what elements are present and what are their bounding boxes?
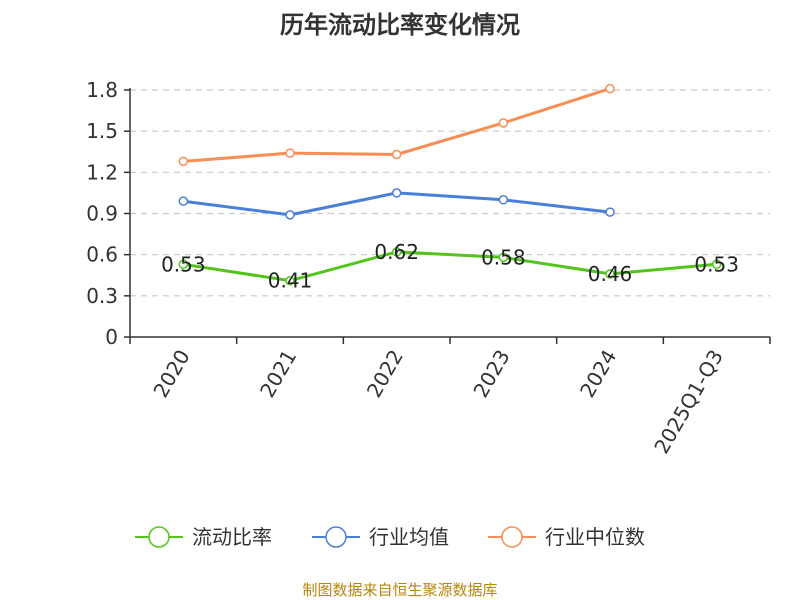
y-tick-label: 0	[105, 325, 118, 349]
x-tick-label: 2023	[468, 346, 514, 402]
data-point	[711, 259, 722, 270]
data-label: 0.46	[588, 262, 633, 286]
x-tick-label: 2022	[362, 346, 408, 402]
x-tick-label: 2021	[255, 346, 301, 402]
x-tick-label: 2024	[575, 346, 621, 402]
y-tick-label: 0.6	[86, 243, 118, 267]
y-tick-label: 0.9	[86, 202, 118, 226]
data-point	[605, 83, 615, 94]
legend-label: 流动比率	[192, 525, 272, 549]
data-label: 0.53	[161, 252, 206, 276]
legend-label: 行业均值	[369, 525, 449, 549]
data-point	[605, 269, 615, 279]
data-point	[285, 148, 295, 158]
data-point	[391, 247, 402, 257]
data-label: 0.58	[481, 245, 526, 269]
legend-marker	[148, 526, 170, 548]
data-labels: 0.53 0.41 0.62 0.58 0.46 0.53	[161, 240, 739, 293]
grid-lines	[130, 89, 770, 297]
legend: 流动比率 行业均值 行业中位数	[135, 525, 645, 549]
legend-marker	[325, 526, 347, 548]
legend-label: 行业中位数	[545, 525, 645, 549]
chart-title: 历年流动比率变化情况	[280, 11, 520, 39]
data-point	[285, 275, 295, 286]
data-label: 0.41	[268, 269, 313, 293]
data-label: 0.53	[694, 252, 739, 276]
series-group	[178, 83, 722, 286]
data-point	[391, 188, 402, 198]
data-point	[391, 149, 402, 160]
legend-marker	[501, 526, 523, 548]
data-point	[178, 259, 189, 270]
y-tick-label: 0.3	[86, 284, 118, 308]
data-point	[498, 195, 509, 205]
data-point	[498, 252, 509, 263]
source-note: 制图数据来自恒生聚源数据库	[302, 581, 497, 599]
y-tick-label: 1.5	[86, 119, 118, 143]
y-tick-label: 1.2	[86, 160, 118, 184]
data-point	[285, 210, 295, 220]
data-point	[498, 118, 509, 128]
data-point	[605, 207, 615, 217]
data-point	[178, 196, 189, 206]
series-line-0	[183, 250, 717, 283]
data-label: 0.62	[374, 240, 419, 264]
x-tick-label: 2025Q1-Q3	[649, 346, 728, 458]
x-tick-label: 2020	[148, 346, 194, 402]
data-point	[178, 156, 189, 167]
y-tick-label: 1.8	[86, 78, 118, 102]
